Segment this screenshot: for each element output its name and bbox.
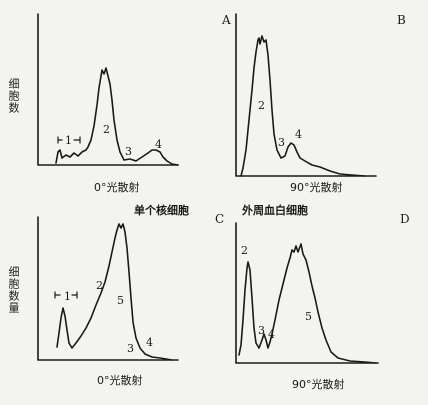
panel-c-gate-marker (54, 291, 78, 299)
panel-d-peak-3: 3 (258, 324, 265, 337)
caption-mononuclear-cells: 单个核细胞 (134, 204, 189, 217)
panel-a-axes (37, 13, 179, 166)
panel-c-letter: C (215, 212, 225, 226)
caption-peripheral-wbc: 外周血白细胞 (242, 204, 308, 217)
panel-c-xlabel: 0°光散射 (97, 374, 143, 387)
panel-a-peak-1: 1 (65, 134, 72, 147)
panel-b-peak-4: 4 (295, 128, 302, 141)
panel-d-letter: D (400, 212, 410, 226)
panel-a-peak-4: 4 (155, 138, 162, 151)
panel-c-peak-4: 4 (146, 336, 153, 349)
panel-b-peak-2: 2 (258, 99, 265, 112)
panel-a-histogram (55, 67, 179, 166)
panel-d-axes (235, 222, 379, 364)
panel-b-axes (235, 13, 377, 177)
panel-a-peak-2: 2 (103, 123, 110, 136)
panel-c-peak-2: 2 (96, 279, 103, 292)
panel-d-xlabel: 90°光散射 (292, 378, 345, 391)
panel-d-peak-2: 2 (241, 244, 248, 257)
panel-d-peak-5: 5 (305, 310, 312, 323)
panel-d-histogram (238, 243, 377, 364)
panel-b-letter: B (397, 13, 406, 27)
panel-d-peak-4: 4 (268, 328, 275, 341)
panel-c-peak-1: 1 (64, 290, 71, 303)
panel-a-gate-marker (57, 136, 81, 144)
panel-a-letter: A (222, 13, 231, 27)
panel-a-peak-3: 3 (125, 145, 132, 158)
panel-c-peak-3: 3 (127, 342, 134, 355)
panel-c-ylabel: 细胞数量 (7, 266, 20, 314)
panel-a-ylabel: 细胞数 (7, 78, 20, 114)
panel-a-xlabel: 0°光散射 (94, 181, 140, 194)
panel-c-axes (37, 216, 179, 361)
panel-c-histogram (56, 223, 173, 361)
panel-c-peak-5: 5 (117, 294, 124, 307)
panel-b-histogram (240, 35, 366, 177)
panel-b-peak-3: 3 (278, 136, 285, 149)
panel-b-xlabel: 90°光散射 (290, 181, 343, 194)
